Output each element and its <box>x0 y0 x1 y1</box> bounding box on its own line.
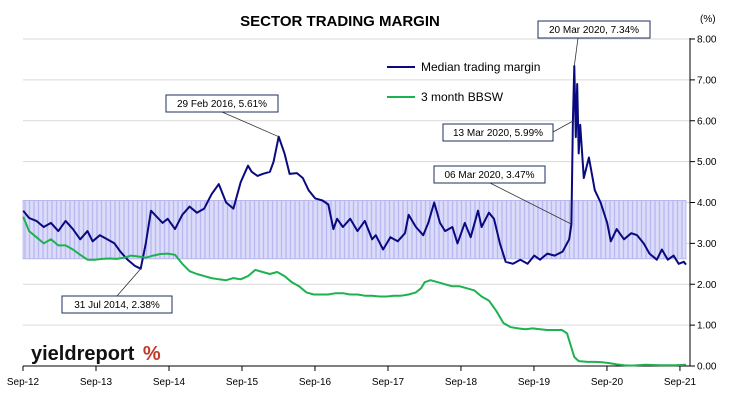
y-ticks: 0.00 1.00 2.00 3.00 4.00 5.00 6.00 7.00 8.00 <box>690 35 717 373</box>
x-tick-label: Sep-12 <box>7 377 40 388</box>
logo-percent: % <box>143 343 161 365</box>
x-tick-label: Sep-13 <box>80 377 113 388</box>
x-tick-label: Sep-19 <box>518 377 551 388</box>
y-tick-label: 7.00 <box>697 75 717 86</box>
annotation-box <box>442 123 554 142</box>
band <box>22 200 687 260</box>
x-tick-label: Sep-20 <box>591 377 624 388</box>
annotation-leader-line <box>221 111 279 138</box>
x-tick-label: Sep-16 <box>299 377 332 388</box>
series-lines <box>22 65 687 367</box>
y-tick-label: 4.00 <box>697 198 717 209</box>
legend-label-bbsw: 3 month BBSW <box>421 90 504 104</box>
svg-text:yieldreport %: yieldreport % <box>31 343 161 365</box>
annotation-leader-line <box>573 37 579 67</box>
y-tick-label: 1.00 <box>697 321 717 332</box>
y-unit-label: (%) <box>700 14 716 25</box>
y-tick-label: 8.00 <box>697 35 717 46</box>
y-tick-label: 0.00 <box>697 362 717 373</box>
annotation-box <box>537 20 651 39</box>
chart-title: SECTOR TRADING MARGIN <box>240 13 440 30</box>
y-tick-label: 2.00 <box>697 280 717 291</box>
x-ticks: Sep-12 Sep-13 Sep-14 Sep-15 Sep-16 Sep-17 Sep-… <box>7 366 697 388</box>
annotation-callout: 20 Mar 2020, 7.34% <box>537 20 651 67</box>
logo-text: yieldreport <box>31 343 135 365</box>
y-tick-label: 6.00 <box>697 116 717 127</box>
annotation-label: 31 Jul 2014, 2.38% <box>74 300 160 311</box>
annotation-leader-line <box>116 268 142 297</box>
y-tick-label: 5.00 <box>697 157 717 168</box>
x-tick-label: Sep-17 <box>372 377 405 388</box>
annotations: 29 Feb 2016, 5.61% 31 Jul 2014, 2.38% 20 M… <box>61 20 651 314</box>
annotation-callout: 31 Jul 2014, 2.38% <box>61 268 173 314</box>
annotation-leader-line <box>552 120 574 133</box>
x-tick-label: Sep-15 <box>226 377 259 388</box>
annotation-callout: 29 Feb 2016, 5.61% <box>165 94 279 138</box>
annotation-label: 20 Mar 2020, 7.34% <box>549 25 639 36</box>
median-trading-margin-line <box>22 65 687 270</box>
legend-label-median: Median trading margin <box>421 60 540 74</box>
annotation-callout: 06 Mar 2020, 3.47% <box>433 165 572 225</box>
annotation-leader-line <box>489 182 572 225</box>
annotation-label: 06 Mar 2020, 3.47% <box>444 170 534 181</box>
x-tick-label: Sep-14 <box>153 377 186 388</box>
x-tick-label: Sep-18 <box>445 377 478 388</box>
band-area <box>22 200 687 260</box>
annotation-box <box>165 94 279 113</box>
annotation-callout: 13 Mar 2020, 5.99% <box>442 120 574 142</box>
bbsw-line <box>22 216 687 367</box>
x-tick-label: Sep-21 <box>664 377 697 388</box>
legend: Median trading margin 3 month BBSW <box>387 60 540 104</box>
annotation-box <box>433 165 546 184</box>
annotation-box <box>61 295 173 314</box>
y-tick-label: 3.00 <box>697 239 717 250</box>
annotation-label: 13 Mar 2020, 5.99% <box>453 128 543 139</box>
yieldreport-logo: yieldreport % <box>31 343 161 365</box>
annotation-label: 29 Feb 2016, 5.61% <box>177 99 267 110</box>
